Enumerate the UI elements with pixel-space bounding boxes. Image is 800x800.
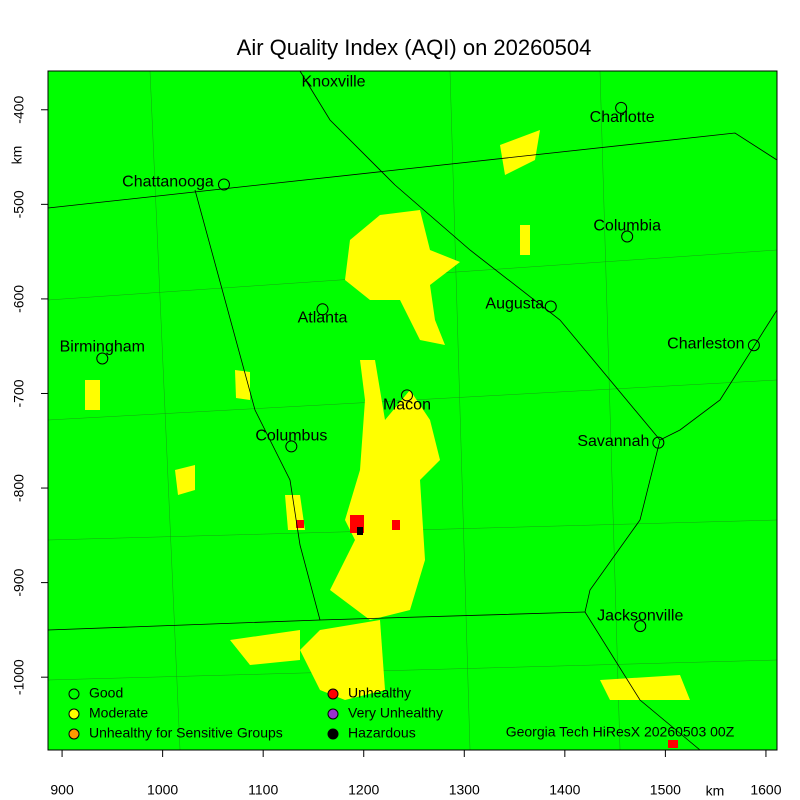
city-label: Savannah: [577, 433, 649, 450]
x-tick-label: 1600: [750, 782, 781, 798]
y-tick-label: -800: [11, 474, 27, 502]
city-label: Birmingham: [60, 339, 145, 356]
x-tick-label: 1400: [549, 782, 580, 798]
city-marker: [544, 300, 557, 313]
city-marker: [747, 339, 760, 352]
city-label: Augusta: [485, 296, 544, 313]
city-marker: [217, 178, 230, 191]
plot-frame: [47, 70, 778, 751]
city-label: Atlanta: [298, 310, 348, 327]
aqi-moderate-areas: [85, 130, 690, 700]
y-tick-label: -400: [11, 96, 27, 124]
legend-label: Good: [89, 685, 123, 701]
x-tick-label: 1300: [449, 782, 480, 798]
y-tick-label: -500: [11, 190, 27, 218]
x-tick-label: 1500: [650, 782, 681, 798]
legend-swatch: [68, 688, 80, 700]
y-tick-label: -700: [11, 379, 27, 407]
city-marker: [316, 303, 329, 316]
y-tick-label: -1000: [11, 659, 27, 695]
x-tick-label: 1100: [248, 782, 278, 798]
legend-label: Unhealthy for Sensitive Groups: [89, 725, 283, 741]
state-borders: [47, 70, 778, 751]
city-label: Macon: [383, 397, 431, 414]
legend-label: Unhealthy: [348, 685, 411, 701]
legend-label: Moderate: [89, 705, 148, 721]
city-marker: [615, 101, 628, 114]
x-tick-label: 1200: [348, 782, 379, 798]
city-label: Charleston: [667, 335, 744, 352]
city-marker: [634, 620, 647, 633]
credit: Georgia Tech HiResX 20260503 00Z: [506, 724, 735, 740]
y-axis-label: km: [9, 146, 25, 165]
legend-swatch: [327, 708, 339, 720]
legend-label: Very Unhealthy: [348, 705, 443, 721]
city-label: Columbus: [255, 428, 327, 445]
city-marker: [400, 389, 413, 402]
x-tick-label: 900: [50, 782, 74, 798]
chart-title: Air Quality Index (AQI) on 20260504: [237, 35, 592, 60]
aqi-unhealthy-areas: [296, 515, 678, 748]
legend-swatch: [68, 708, 80, 720]
city-label: Charlotte: [590, 109, 655, 126]
legend-swatch: [327, 688, 339, 700]
legend-swatch: [327, 728, 339, 740]
y-tick-label: -900: [11, 568, 27, 596]
city-marker: [96, 352, 109, 365]
city-label: Jacksonville: [597, 607, 683, 624]
y-tick-label: -600: [11, 285, 27, 313]
legend-swatch: [68, 728, 80, 740]
city-marker: [652, 436, 665, 449]
x-tick-label: 1000: [147, 782, 178, 798]
x-axis-label: km: [706, 783, 725, 799]
city-marker: [285, 440, 298, 453]
city-label: Knoxville: [302, 74, 366, 91]
city-label: Chattanooga: [122, 174, 214, 191]
city-label: Columbia: [593, 218, 661, 235]
legend-label: Hazardous: [348, 725, 416, 741]
city-marker: [621, 230, 634, 243]
